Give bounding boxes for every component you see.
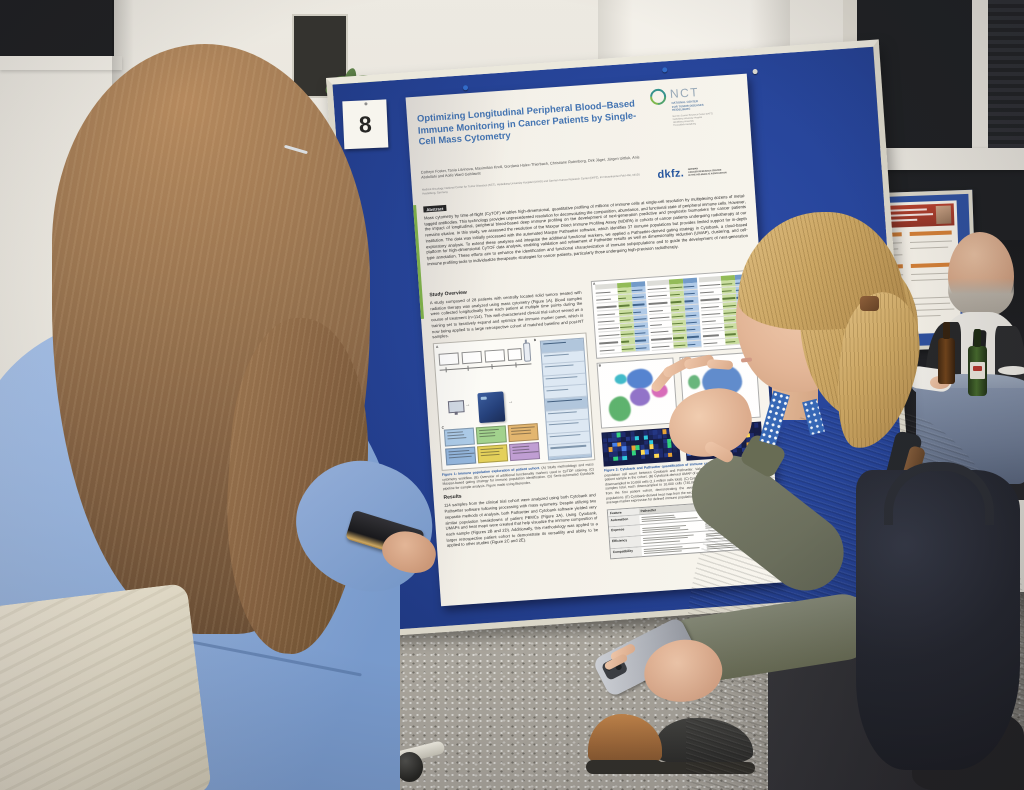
syringe-icon: [522, 342, 532, 362]
nct-logo: NCT NATIONAL CENTER FOR TUMOR DISEASES H…: [646, 82, 744, 126]
figure2-letter-b: B: [598, 363, 602, 368]
background-poster-section-bar: [910, 262, 953, 268]
caster-wheel: [396, 752, 423, 782]
push-pin: [662, 67, 668, 73]
dkfz-wordmark: dkfz.: [657, 167, 685, 182]
window-blinds: [988, 0, 1024, 148]
poster-left-column: Study Overview A study composed of 28 pa…: [429, 282, 599, 549]
hair-clip: [860, 296, 879, 311]
workflow-box: [484, 349, 506, 363]
dark-boot: [653, 718, 755, 774]
dkfz-subtitle: GERMAN CANCER RESEARCH CENTER IN THE HEL…: [687, 168, 727, 178]
cytof-instrument-icon: [477, 391, 506, 424]
presenter-finger: [706, 359, 734, 370]
nct-subtitle: NATIONAL CENTER FOR TUMOR DISEASES HEIDE…: [671, 99, 704, 113]
study-overview-text: A study composed of 28 patients with cen…: [429, 289, 584, 340]
computer-icon: [447, 400, 465, 414]
marker-panel-list: [539, 337, 593, 461]
results-text: 114 samples from the clinical trial coho…: [443, 492, 599, 549]
abstract-label: Abstract: [423, 204, 447, 213]
beer-bottle-brown: [938, 322, 955, 384]
figure2a-comparison-table: A: [590, 269, 756, 359]
abstract-text: Mass cytometry by time-of-flight (CyTOF)…: [423, 193, 749, 267]
arrow-icon: →: [507, 398, 514, 406]
beer-bottle-green: [968, 329, 987, 396]
figure1-letter-a: A: [435, 344, 439, 350]
window-mullion-vertical: [972, 0, 988, 152]
dkfz-logo: dkfz. GERMAN CANCER RESEARCH CENTER IN T…: [657, 164, 750, 181]
bottle-label: [970, 362, 985, 379]
figure1-letter-c: C: [441, 425, 445, 430]
workflow-box: [507, 348, 523, 362]
green-accent-strip: [413, 205, 425, 319]
figure1-letter-b: B: [533, 338, 537, 343]
nct-ring-icon: [646, 85, 670, 109]
push-pin: [462, 85, 469, 91]
poster-title: Optimizing Longitudinal Peripheral Blood…: [416, 97, 637, 147]
figure1-panel: A B → → C: [432, 332, 596, 471]
background-poster-section-bar: [909, 230, 952, 236]
speaker-photo-thumbnail: [935, 205, 952, 225]
board-number-card: 8: [342, 99, 389, 150]
tote-bag: [0, 582, 212, 790]
gating-strategy-grid: [443, 423, 541, 466]
workflow-box: [461, 350, 483, 365]
window-sill: [0, 56, 122, 70]
window-mullion-horizontal: [843, 148, 1024, 170]
board-number: 8: [358, 110, 373, 138]
workflow-box: [438, 352, 460, 366]
white-plate: [998, 366, 1024, 375]
window-top-left: [0, 0, 114, 58]
row-label: Compatibility: [610, 546, 642, 559]
nct-partners: German Cancer Research Center (DKFZ) Hei…: [672, 113, 714, 127]
push-pin: [752, 68, 758, 75]
arrow-icon: →: [464, 401, 471, 409]
dark-doorway: [292, 14, 348, 98]
bag-handle: [884, 462, 994, 525]
